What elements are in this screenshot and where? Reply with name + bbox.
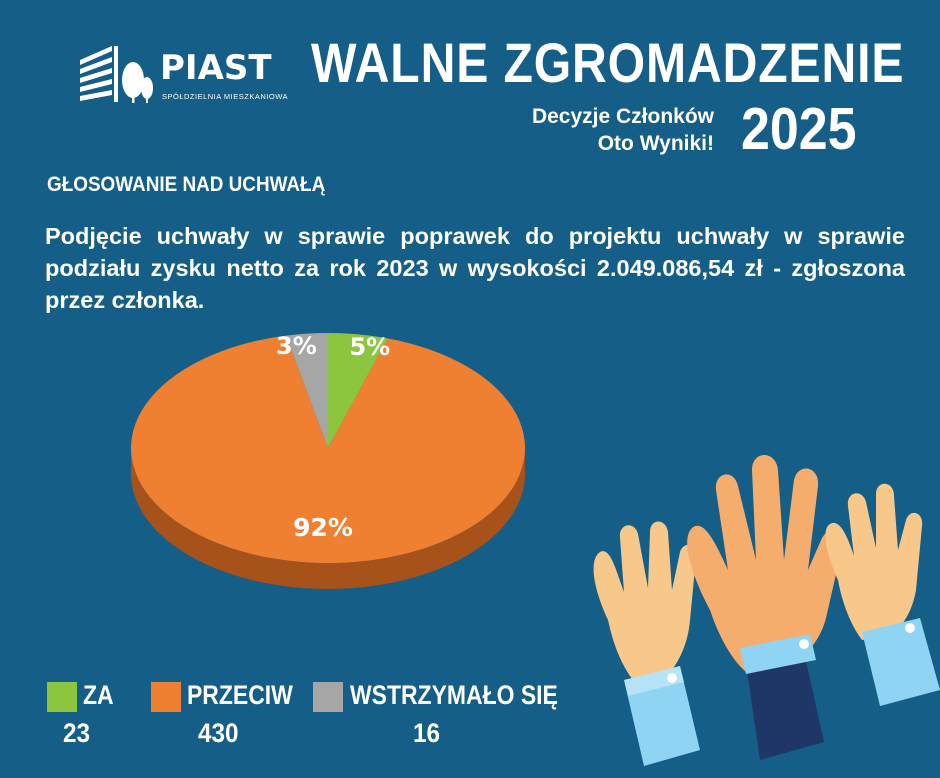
section-heading: GŁOSOWANIE NAD UCHWAŁĄ <box>47 173 326 196</box>
pie-label-przeciw: 92% <box>293 513 353 542</box>
right-hand-icon <box>825 483 940 706</box>
building-logo-icon <box>80 46 153 103</box>
logo-name: PIAST <box>160 48 272 88</box>
pie-slice-wstrzymalo <box>286 333 328 448</box>
pie-label-wstrzymalo: 3% <box>276 332 317 360</box>
page-title: WALNE ZGROMADZENIE <box>311 31 905 94</box>
legend-count-wstrzymalo: 16 <box>413 718 441 748</box>
pie-chart: 5% 92% 3% <box>131 332 526 589</box>
middle-hand-icon <box>687 455 844 760</box>
subtitle-line-2: Oto Wyniki! <box>597 132 714 155</box>
pie-slice-za <box>328 333 388 448</box>
raised-hands-illustration <box>593 455 940 766</box>
legend-swatch-przeciw <box>151 682 181 712</box>
logo-subtitle: SPÓŁDZIELNIA MIESZKANIOWA <box>162 92 288 101</box>
pie-slice-przeciw <box>131 335 526 563</box>
pie-label-za: 5% <box>349 333 390 361</box>
year-label: 2025 <box>741 96 857 162</box>
legend-count-za: 23 <box>63 718 91 748</box>
left-hand-icon <box>593 521 700 766</box>
legend-swatch-za <box>47 682 77 712</box>
pie-side-przeciw <box>131 448 525 589</box>
legend-swatch-wstrzymalo <box>313 682 343 712</box>
legend-count-przeciw: 430 <box>198 718 239 748</box>
legend-label-wstrzymalo: WSTRZYMAŁO SIĘ <box>350 680 558 710</box>
chart-legend: ZA 23 PRZECIW 430 WSTRZYMAŁO SIĘ 16 <box>0 680 640 760</box>
resolution-text: Podjęcie uchwały w sprawie poprawek do p… <box>45 223 905 313</box>
header-subtitle: Decyzje Członków Oto Wyniki! <box>532 103 714 157</box>
logo: PIAST SPÓŁDZIELNIA MIESZKANIOWA <box>78 42 288 104</box>
subtitle-line-1: Decyzje Członków <box>531 105 714 128</box>
legend-label-za: ZA <box>83 680 114 710</box>
legend-label-przeciw: PRZECIW <box>187 680 293 710</box>
